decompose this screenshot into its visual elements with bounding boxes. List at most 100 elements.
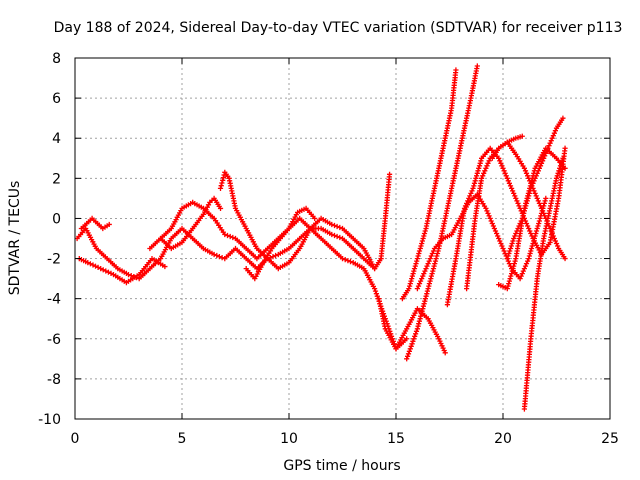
plus-marker [551, 130, 557, 136]
plus-marker [520, 213, 526, 219]
y-tick-label: -10 [38, 412, 61, 428]
plus-marker [329, 231, 335, 238]
plus-marker [408, 278, 414, 284]
plus-marker [560, 155, 566, 161]
plus-marker [411, 336, 417, 342]
plus-marker [527, 250, 533, 257]
plus-marker [224, 232, 231, 239]
plus-marker [506, 278, 512, 284]
plus-marker [506, 180, 512, 186]
plus-marker [411, 268, 417, 274]
plus-marker [434, 253, 440, 259]
plus-marker [421, 233, 427, 239]
plus-marker [540, 208, 546, 214]
plus-marker [510, 238, 516, 244]
plus-marker [521, 210, 527, 216]
plus-marker [478, 158, 484, 164]
y-tick-label: 6 [52, 91, 61, 107]
plus-marker [409, 341, 415, 347]
plus-marker [211, 251, 217, 258]
plus-marker [273, 252, 279, 259]
plus-marker [372, 288, 379, 294]
plus-marker [562, 145, 568, 151]
plus-marker [405, 351, 412, 357]
y-tick-label: -6 [47, 332, 61, 348]
plus-marker [496, 235, 502, 242]
plus-marker [426, 258, 432, 264]
series-line [401, 69, 457, 300]
plus-marker [520, 268, 526, 274]
plus-marker [472, 178, 478, 184]
plus-marker [417, 245, 423, 252]
plus-marker [426, 281, 432, 287]
plus-marker [497, 238, 503, 244]
plus-marker [532, 190, 538, 196]
plus-marker [547, 140, 553, 146]
y-tick-label: 2 [52, 171, 61, 187]
plus-marker [554, 173, 560, 179]
series-arc-9 [376, 296, 448, 356]
plus-marker [404, 356, 410, 362]
plus-marker [542, 198, 548, 204]
plus-marker [512, 233, 518, 239]
plus-marker [425, 261, 431, 267]
y-tick-label: -4 [47, 292, 61, 308]
plus-marker [533, 193, 539, 199]
plus-marker [541, 200, 547, 206]
plus-marker [510, 188, 516, 194]
plus-marker [421, 271, 427, 277]
plus-marker [504, 286, 510, 292]
series-arc-6 [217, 169, 378, 272]
plus-marker [334, 223, 340, 230]
plus-marker [416, 248, 423, 254]
plus-marker [503, 173, 509, 179]
plus-marker [528, 248, 534, 254]
plus-marker [429, 250, 435, 257]
plus-marker [505, 283, 511, 289]
plus-marker [406, 348, 412, 354]
plus-marker [432, 261, 438, 267]
plus-marker [523, 170, 530, 176]
plus-marker [468, 190, 474, 196]
plus-marker [557, 163, 564, 169]
plus-marker [329, 221, 335, 228]
plus-marker [491, 225, 497, 232]
plus-marker [410, 338, 416, 344]
plus-marker [474, 173, 480, 179]
plus-marker [414, 256, 420, 262]
x-tick-label: 0 [71, 431, 80, 447]
plus-marker [557, 165, 563, 171]
plus-marker [524, 198, 530, 204]
plus-marker [558, 160, 564, 166]
plus-marker [544, 148, 550, 154]
plus-marker [412, 333, 418, 339]
plus-marker [427, 256, 433, 262]
plus-marker [533, 173, 539, 179]
plus-marker [430, 248, 437, 254]
plus-marker [407, 346, 413, 352]
plus-marker [519, 215, 525, 221]
plus-marker [218, 183, 224, 189]
plus-marker [471, 183, 477, 189]
plus-marker [534, 225, 540, 232]
series-arc-3 [78, 215, 112, 232]
plus-marker [412, 263, 418, 269]
plus-marker [508, 243, 514, 249]
series-line [405, 65, 479, 360]
plus-marker [411, 266, 418, 272]
plus-marker [525, 258, 531, 264]
plus-marker [536, 218, 542, 224]
plus-marker [549, 135, 555, 141]
plus-marker [523, 200, 530, 206]
plus-marker [219, 180, 225, 186]
plus-marker [492, 228, 499, 234]
plus-marker [552, 128, 558, 134]
plus-marker [509, 271, 515, 277]
plus-marker [537, 203, 544, 209]
plus-marker [541, 155, 547, 161]
plus-marker [227, 233, 233, 240]
plus-marker [521, 266, 527, 272]
plus-marker [415, 253, 421, 259]
plus-marker [409, 276, 415, 282]
